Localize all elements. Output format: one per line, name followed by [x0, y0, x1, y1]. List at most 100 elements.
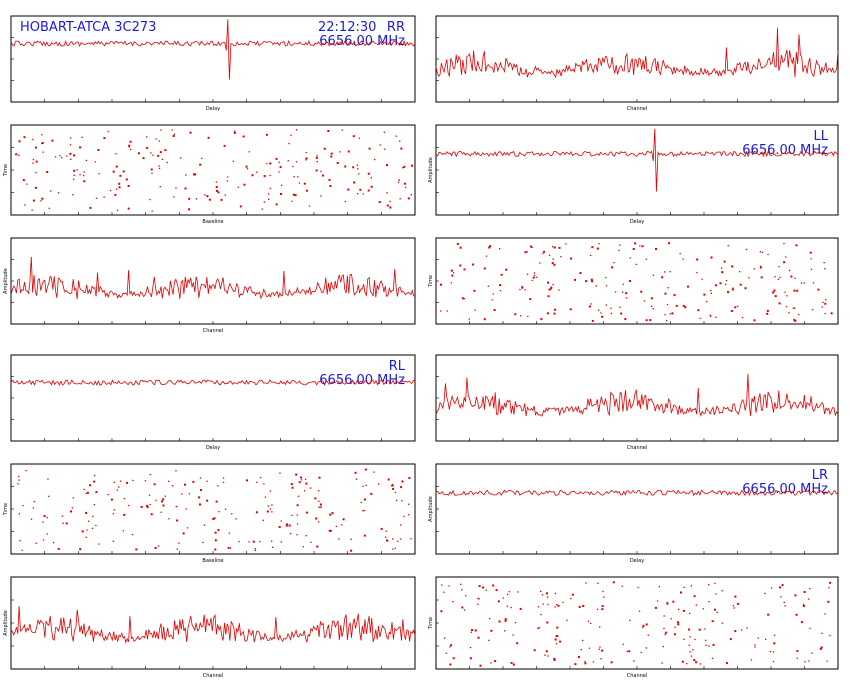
- scatter-point: [601, 608, 604, 611]
- scatter-point: [35, 171, 37, 174]
- scatter-point: [539, 262, 541, 264]
- scatter-point: [59, 155, 61, 157]
- scatter-point: [479, 664, 482, 667]
- scatter-point: [790, 275, 793, 278]
- scatter-point: [565, 243, 567, 245]
- scatter-point: [661, 276, 664, 279]
- RL-channel-trace: [435, 373, 839, 417]
- scatter-point: [399, 538, 402, 540]
- scatter-point: [304, 478, 307, 480]
- scatter-point: [601, 315, 604, 318]
- scatter-point: [199, 477, 202, 479]
- scatter-point: [803, 282, 805, 284]
- scatter-point: [634, 242, 637, 245]
- scatter-point: [233, 130, 236, 132]
- scatter-point: [271, 504, 273, 506]
- scatter-point: [262, 519, 264, 521]
- scatter-point: [453, 272, 455, 274]
- scatter-point: [502, 597, 504, 599]
- scatter-point: [86, 529, 88, 531]
- LL-channel-trace: [10, 256, 416, 300]
- scatter-point: [318, 500, 320, 502]
- scatter-point: [387, 540, 389, 542]
- scatter-point: [772, 651, 775, 653]
- scatter-point: [271, 511, 273, 513]
- scatter-point: [150, 152, 152, 154]
- scatter-point: [598, 243, 600, 245]
- scatter-point: [265, 133, 268, 136]
- scatter-point: [162, 498, 165, 501]
- scatter-point: [530, 245, 533, 248]
- scatter-point: [759, 251, 761, 253]
- scatter-point: [538, 626, 540, 629]
- scatter-point: [689, 636, 691, 638]
- scatter-point: [368, 147, 371, 150]
- scatter-point: [590, 303, 592, 305]
- scatter-point: [811, 652, 813, 654]
- scatter-point: [667, 287, 669, 289]
- scatter-point: [452, 601, 454, 603]
- RL-delay-frequency: 6656.00 MHz: [319, 373, 405, 388]
- scatter-point: [540, 318, 543, 321]
- scatter-point: [679, 252, 681, 255]
- scatter-point: [95, 524, 97, 527]
- scatter-point: [574, 278, 576, 281]
- scatter-point: [773, 642, 776, 645]
- scatter-point: [741, 317, 744, 319]
- scatter-point: [352, 135, 355, 138]
- RR-delay-xlabel: Delay: [206, 106, 220, 112]
- scatter-point: [512, 634, 514, 636]
- scatter-point: [294, 194, 297, 197]
- scatter-point: [292, 193, 295, 196]
- scatter-point: [587, 620, 590, 623]
- scatter-point: [188, 197, 191, 200]
- scatter-point: [541, 594, 544, 596]
- scatter-point: [785, 256, 787, 258]
- scatter-point: [18, 154, 20, 156]
- scatter-point: [151, 210, 153, 212]
- scatter-point: [398, 179, 400, 181]
- scatter-point: [259, 541, 261, 543]
- scatter-point: [677, 623, 680, 626]
- scatter-point: [350, 549, 353, 552]
- LR-delay-polarization: LR: [812, 468, 828, 483]
- scatter-point: [401, 480, 404, 483]
- scatter-point: [239, 205, 242, 208]
- scatter-point: [269, 187, 271, 190]
- scatter-point: [85, 492, 87, 494]
- scatter-point: [182, 532, 185, 535]
- scatter-point: [149, 503, 151, 506]
- scatter-point: [305, 157, 308, 160]
- scatter-point: [79, 173, 81, 176]
- scatter-point: [591, 246, 594, 249]
- scatter-point: [489, 245, 492, 248]
- scatter-point: [146, 504, 149, 507]
- scatter-point: [83, 175, 85, 177]
- scatter-point: [223, 144, 226, 147]
- scatter-point: [154, 547, 157, 549]
- scatter-point: [43, 515, 46, 518]
- scatter-point: [103, 196, 105, 198]
- scatter-point: [779, 586, 781, 589]
- scatter-point: [802, 603, 805, 606]
- scatter-point: [553, 263, 556, 266]
- scatter-point: [829, 581, 831, 584]
- scatter-point: [690, 585, 692, 587]
- scatter-point: [773, 634, 776, 636]
- scatter-point: [490, 662, 492, 664]
- scatter-point: [157, 545, 160, 547]
- scatter-point: [554, 638, 557, 641]
- scatter-point: [714, 608, 716, 611]
- scatter-point: [316, 545, 319, 548]
- scatter-point: [760, 276, 763, 279]
- scatter-point: [550, 288, 552, 290]
- scatter-point: [519, 607, 522, 610]
- LL-delay-frame: [435, 124, 839, 216]
- scatter-point: [212, 518, 215, 521]
- scatter-point: [320, 170, 322, 173]
- scatter-point: [79, 548, 82, 551]
- scatter-point: [540, 590, 542, 592]
- scatter-point: [669, 271, 671, 273]
- scatter-point: [779, 276, 781, 279]
- scatter-point: [809, 251, 812, 254]
